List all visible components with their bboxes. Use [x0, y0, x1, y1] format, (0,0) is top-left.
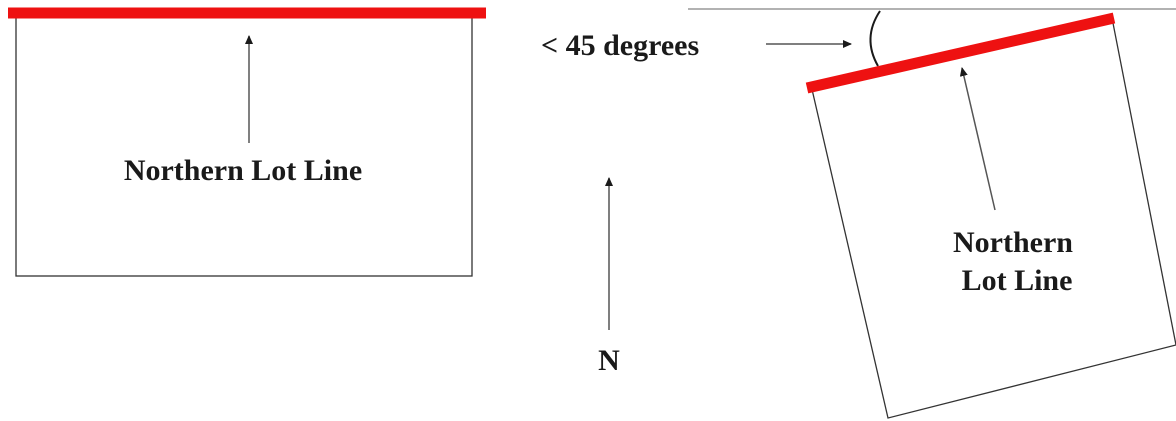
left-lot: Northern Lot Line — [8, 7, 486, 277]
north-label: N — [598, 344, 620, 377]
right-lot-label-line1: Northern — [953, 226, 1073, 259]
north-indicator: N — [598, 177, 620, 377]
left-lot-label: Northern Lot Line — [124, 154, 362, 187]
angle-annotation: < 45 degrees — [541, 8, 1176, 67]
right-lot: Northern Lot Line — [805, 12, 1176, 419]
angle-arc — [869, 10, 881, 67]
right-lot-label-line2: Lot Line — [962, 264, 1073, 297]
right-northern-lot-line — [805, 12, 1116, 94]
angle-label: < 45 degrees — [541, 29, 699, 62]
left-lot-outline — [15, 13, 473, 277]
right-lot-line-arrow — [959, 67, 996, 211]
